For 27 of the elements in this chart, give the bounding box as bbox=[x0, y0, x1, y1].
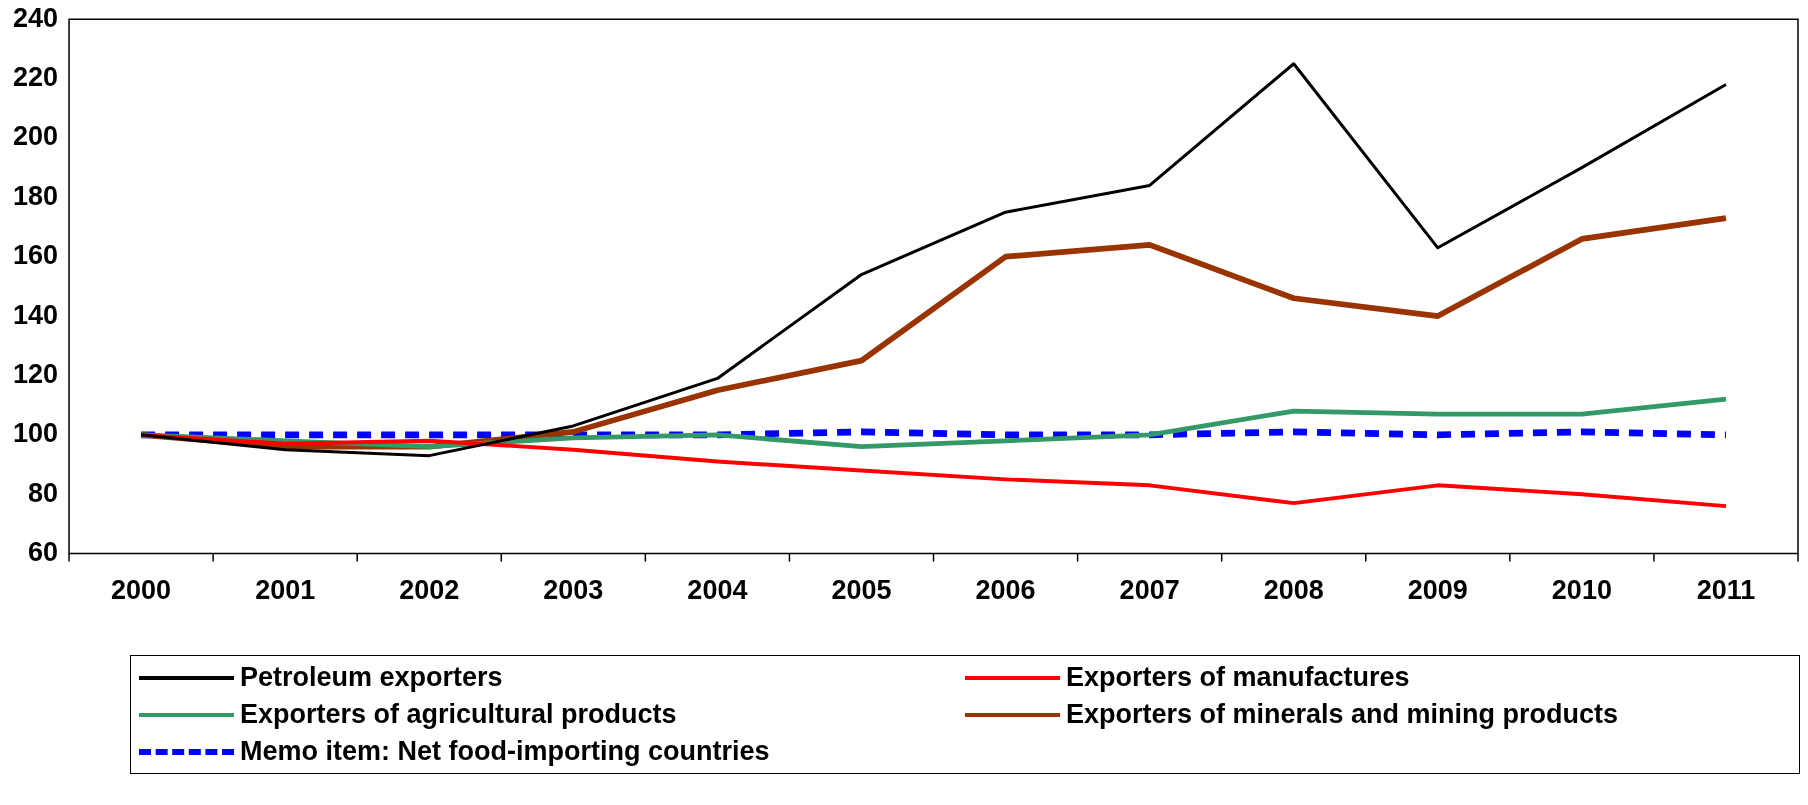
x-tick-label: 2009 bbox=[1407, 575, 1468, 606]
legend-label: Memo item: Net food-importing countries bbox=[240, 736, 770, 767]
y-tick-label: 80 bbox=[28, 477, 59, 508]
x-tick-label: 2005 bbox=[831, 575, 892, 606]
legend-label: Exporters of agricultural products bbox=[240, 699, 677, 730]
x-tick-label: 2001 bbox=[255, 575, 316, 606]
x-tick-label: 2011 bbox=[1696, 575, 1756, 606]
y-tick-label: 200 bbox=[12, 121, 59, 152]
x-tick-label: 2003 bbox=[543, 575, 604, 606]
y-tick-label: 220 bbox=[12, 62, 59, 93]
x-tick-label: 2007 bbox=[1119, 575, 1180, 606]
x-tick-label: 2008 bbox=[1263, 575, 1324, 606]
x-tick-label: 2004 bbox=[687, 575, 748, 606]
y-tick-label: 120 bbox=[12, 358, 59, 389]
x-tick-label: 2006 bbox=[975, 575, 1036, 606]
y-tick-label: 160 bbox=[12, 240, 59, 271]
legend-label: Exporters of manufactures bbox=[1066, 662, 1410, 693]
x-tick-label: 2010 bbox=[1551, 575, 1612, 606]
y-tick-label: 140 bbox=[12, 299, 59, 330]
legend-label: Exporters of minerals and mining products bbox=[1066, 699, 1619, 730]
y-tick-label: 60 bbox=[28, 537, 59, 568]
y-tick-label: 180 bbox=[12, 180, 59, 211]
y-tick-label: 240 bbox=[12, 2, 59, 33]
y-tick-label: 100 bbox=[12, 418, 59, 449]
x-tick-label: 2000 bbox=[111, 575, 172, 606]
x-tick-label: 2002 bbox=[399, 575, 460, 606]
legend-label: Petroleum exporters bbox=[240, 662, 503, 693]
